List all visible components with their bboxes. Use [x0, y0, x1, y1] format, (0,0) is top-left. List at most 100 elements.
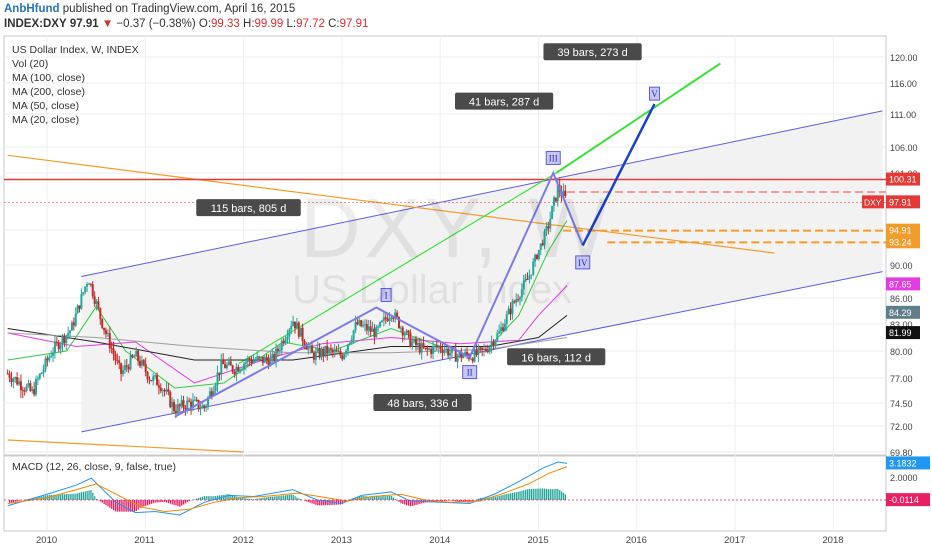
candle-body: [386, 319, 389, 321]
macd-tick-label: 2.0000: [890, 473, 918, 483]
candle-body: [432, 346, 435, 354]
candle-body: [78, 305, 81, 309]
candle-body: [265, 357, 268, 361]
candle-body: [284, 339, 287, 344]
time-axis[interactable]: 2010 2011 2012 2013 2014 2015 2016 2017 2018: [36, 535, 844, 546]
candle-body: [294, 321, 297, 329]
candle-body: [144, 364, 147, 373]
bar-range-annotations[interactable]: 115 bars, 805 d 41 bars, 287 d 39 bars, 27…: [196, 43, 642, 411]
candle-body: [437, 346, 440, 348]
wave-label-box: [575, 255, 591, 270]
candlesticks: [6, 178, 567, 418]
candle-body: [297, 322, 300, 337]
candle-body: [118, 360, 121, 364]
candle-body: [392, 317, 395, 320]
time-tick-label: 2016: [626, 535, 647, 546]
candle-body: [517, 299, 520, 301]
author-name[interactable]: AnbHfund: [4, 3, 60, 15]
legend-item[interactable]: MA (100, close): [12, 72, 85, 84]
orange-trendline-lower: [7, 439, 244, 453]
candle-body: [411, 341, 414, 347]
candle-body: [416, 343, 419, 346]
bar-annotation-label: 41 bars, 287 d: [469, 97, 539, 109]
candle-body: [210, 391, 213, 396]
high-label: H:: [243, 18, 255, 30]
chart-header: AnbHfund published on TradingView.com, A…: [4, 2, 368, 32]
price-label-tag: [886, 305, 920, 319]
candle-body: [235, 366, 238, 375]
down-arrow-icon: ▼: [101, 18, 114, 30]
candle-body: [277, 348, 280, 351]
price-axis[interactable]: 69.80 72.00 74.50 77.00 80.00 83.00 86.00 90.00…: [862, 53, 920, 506]
candle-body: [501, 327, 504, 331]
bar-annotation-label: 115 bars, 805 d: [211, 203, 287, 215]
candle-body: [288, 329, 291, 337]
candle-body: [191, 400, 194, 409]
price-label-text: 94.91: [889, 226, 912, 236]
candle-body: [35, 378, 38, 395]
candle-body: [63, 335, 66, 343]
name-watermark: US Dollar Index: [292, 268, 573, 312]
candle-body: [367, 326, 370, 331]
candle-body: [549, 218, 552, 229]
candle-body: [477, 347, 480, 355]
candle-body: [171, 402, 174, 408]
candle-body: [473, 349, 476, 362]
candle-body: [441, 349, 444, 353]
moving-average-line: [7, 285, 568, 384]
candle-body: [356, 322, 359, 325]
candle-body: [526, 278, 529, 280]
candle-body: [174, 411, 177, 414]
candle-body: [403, 334, 406, 336]
price-label-tag: [886, 195, 920, 209]
macd-price-tag: [886, 456, 930, 470]
candle-body: [233, 371, 236, 375]
price-label-tag: [886, 277, 920, 291]
candle-body: [475, 349, 478, 355]
legend-item[interactable]: MA (20, close): [12, 114, 80, 126]
candle-body: [207, 397, 210, 406]
candle-body: [167, 389, 170, 392]
candle-body: [6, 373, 9, 375]
candle-body: [511, 301, 514, 315]
candle-body: [135, 350, 138, 357]
candle-body: [27, 383, 30, 386]
candle-body: [305, 345, 308, 350]
candle-body: [70, 322, 73, 331]
symbol-tag-text: DXY: [864, 197, 882, 207]
legend-item[interactable]: MA (50, close): [12, 100, 80, 112]
bar-annotation-box: [507, 348, 606, 366]
candle-body: [564, 190, 567, 197]
candle-body: [326, 345, 329, 354]
candle-body: [556, 185, 559, 202]
candle-body: [331, 349, 334, 352]
candle-body: [322, 348, 325, 356]
candle-body: [123, 365, 126, 371]
candle-body: [89, 283, 92, 285]
legend-item[interactable]: MA (200, close): [12, 86, 85, 98]
candle-body: [507, 308, 510, 315]
candle-body: [509, 308, 512, 315]
indicator-legend[interactable]: US Dollar Index, W, INDEX Vol (20) MA (1…: [12, 43, 139, 127]
candle-body: [36, 378, 39, 380]
price-label-tag: [886, 235, 920, 249]
candle-body: [415, 338, 418, 346]
candle-body: [396, 312, 399, 318]
price-tick-label: 72.00: [890, 422, 913, 432]
candle-body: [439, 346, 442, 350]
candle-body: [33, 389, 36, 395]
candle-body: [382, 317, 385, 321]
candle-body: [82, 292, 85, 294]
candle-body: [161, 390, 164, 392]
candle-body: [365, 324, 368, 331]
legend-item[interactable]: Vol (20): [12, 58, 49, 70]
candle-body: [131, 355, 134, 357]
price-tick-label: 116.00: [890, 79, 917, 89]
candle-body: [524, 278, 527, 281]
macd-legend[interactable]: MACD (12, 26, close, 9, false, true): [12, 461, 176, 473]
bar-annotation-label: 16 bars, 112 d: [521, 352, 591, 364]
candle-body: [106, 333, 109, 335]
candle-body: [409, 332, 412, 347]
